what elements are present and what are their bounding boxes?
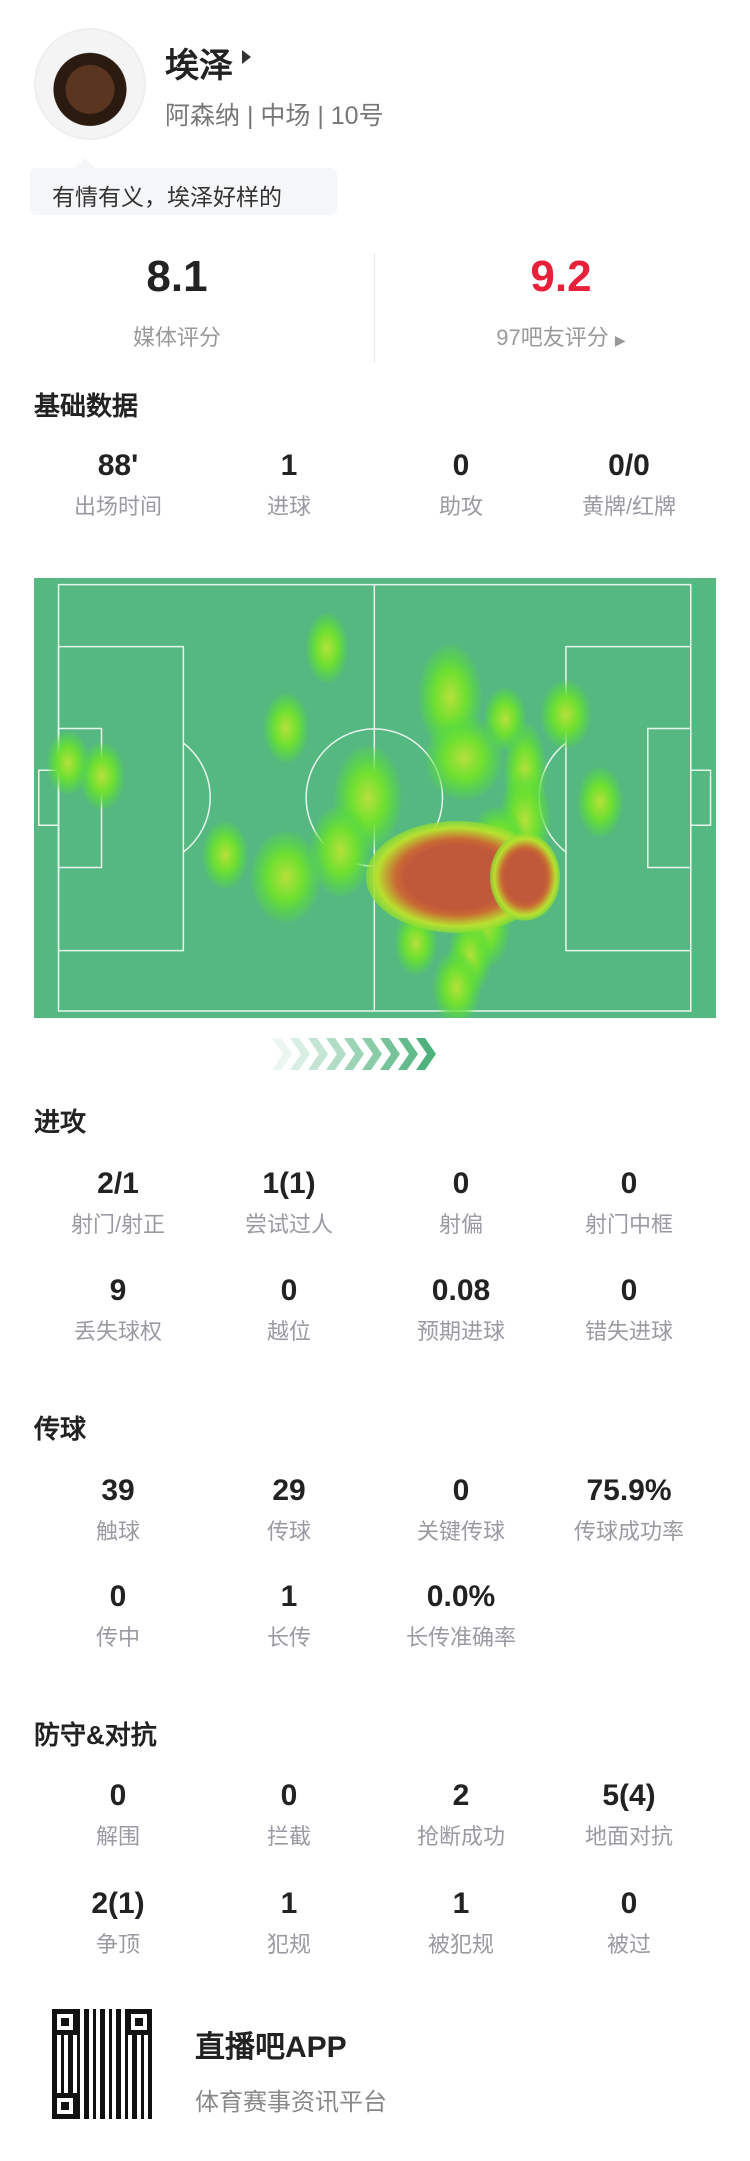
heat-spot: [79, 742, 125, 810]
section-passing: 传球: [34, 1414, 87, 1444]
stat-value: 1: [280, 1580, 298, 1613]
chevron-right-icon: [272, 1038, 292, 1070]
heat-spot: [425, 716, 503, 801]
heat-spot: [263, 692, 309, 763]
stat-value: 0: [452, 1167, 470, 1200]
stat-value: 1: [280, 449, 298, 482]
stat-label: 抢断成功: [416, 1824, 505, 1849]
stat-value: 1: [452, 1887, 470, 1920]
stat-label: 越位: [266, 1319, 311, 1344]
stat-label: 关键传球: [416, 1519, 505, 1544]
fan-rating-link[interactable]: 97吧友评分 ▶: [431, 320, 691, 352]
heat-spot-hot: [490, 833, 561, 921]
app-name: 直播吧APP: [195, 2031, 347, 2064]
stat-value: 75.9%: [586, 1474, 672, 1507]
stat-value: 0: [280, 1274, 298, 1307]
stat-label: 争顶: [95, 1932, 140, 1957]
stat-value: 0: [620, 1887, 638, 1920]
stat-label: 长传准确率: [405, 1625, 516, 1650]
player-avatar[interactable]: [34, 28, 146, 140]
stat-value: 5(4): [602, 1779, 656, 1812]
stat-label: 黄牌/红牌: [581, 494, 677, 519]
stat-value: 0: [620, 1167, 638, 1200]
stat-value: 2/1: [97, 1167, 139, 1200]
player-name[interactable]: 埃泽: [165, 47, 233, 85]
stat-value: 0.08: [431, 1274, 491, 1307]
stat-label: 丢失球权: [73, 1319, 162, 1344]
stat-value: 0: [280, 1779, 298, 1812]
section-basic: 基础数据: [34, 391, 139, 421]
stat-label: 长传: [266, 1625, 311, 1650]
stat-label: 被过: [606, 1932, 651, 1957]
fan-rating-label: 97吧友评分: [496, 325, 609, 350]
rating-divider: [374, 253, 375, 363]
stat-value: 0: [620, 1274, 638, 1307]
stat-value: 0/0: [608, 449, 650, 482]
play-arrow-icon[interactable]: [242, 50, 251, 64]
chevron-right-icon: [380, 1038, 400, 1070]
qr-code: [52, 2009, 152, 2119]
chevron-right-icon: [290, 1038, 310, 1070]
heat-spot: [202, 821, 248, 889]
heat-spot: [251, 831, 322, 923]
chevron-right-icon: [416, 1038, 436, 1070]
heatmap: [34, 578, 716, 1018]
stat-label: 被犯规: [427, 1932, 494, 1957]
chevron-right-icon: [362, 1038, 382, 1070]
stat-label: 拦截: [266, 1824, 311, 1849]
media-rating-label: 媒体评分: [132, 325, 221, 350]
fan-rating: 9.2: [530, 252, 592, 301]
stat-value: 0: [452, 1474, 470, 1507]
stat-value: 2(1): [91, 1887, 145, 1920]
chevron-right-icon: [344, 1038, 364, 1070]
play-arrow-icon: ▶: [614, 332, 626, 348]
stat-label: 出场时间: [73, 494, 162, 519]
stat-label: 犯规: [266, 1932, 311, 1957]
stat-value: 9: [109, 1274, 127, 1307]
stat-label: 触球: [95, 1519, 140, 1544]
stat-label: 传球成功率: [573, 1519, 684, 1544]
stat-label: 预期进球: [416, 1319, 505, 1344]
heat-spot: [306, 613, 349, 684]
stat-value: 0: [452, 449, 470, 482]
attack-direction-arrows: [272, 1038, 436, 1070]
media-rating: 8.1: [146, 252, 208, 301]
stat-value: 1(1): [262, 1167, 316, 1200]
stat-value: 29: [272, 1474, 306, 1507]
player-subtitle: 阿森纳 | 中场 | 10号: [165, 102, 384, 130]
comment-bubble: 有情有义，埃泽好样的: [30, 158, 337, 215]
section-attack: 进攻: [34, 1107, 87, 1137]
chevron-right-icon: [308, 1038, 328, 1070]
stat-label: 射偏: [438, 1212, 483, 1237]
stat-label: 错失进球: [584, 1319, 673, 1344]
stat-value: 0: [109, 1580, 127, 1613]
stat-label: 解围: [95, 1824, 140, 1849]
chevron-right-icon: [398, 1038, 418, 1070]
stat-value: 39: [101, 1474, 135, 1507]
heat-spot: [540, 680, 592, 748]
stat-value: 1: [280, 1887, 298, 1920]
section-defense: 防守&对抗: [34, 1720, 157, 1750]
stat-label: 尝试过人: [244, 1212, 333, 1237]
chevron-right-icon: [326, 1038, 346, 1070]
stat-label: 射门/射正: [70, 1212, 166, 1237]
stat-label: 传中: [95, 1625, 140, 1650]
stat-value: 88': [97, 449, 139, 482]
stat-value: 2: [452, 1779, 470, 1812]
stat-value: 0.0%: [426, 1580, 496, 1613]
stat-label: 地面对抗: [584, 1824, 673, 1849]
app-tagline: 体育赛事资讯平台: [195, 2089, 387, 2116]
stat-label: 射门中框: [584, 1212, 673, 1237]
heat-spot: [433, 950, 481, 1018]
heat-spot: [577, 767, 623, 838]
stat-label: 助攻: [438, 494, 483, 519]
stat-label: 传球: [266, 1519, 311, 1544]
stat-value: 0: [109, 1779, 127, 1812]
stat-label: 进球: [266, 494, 311, 519]
